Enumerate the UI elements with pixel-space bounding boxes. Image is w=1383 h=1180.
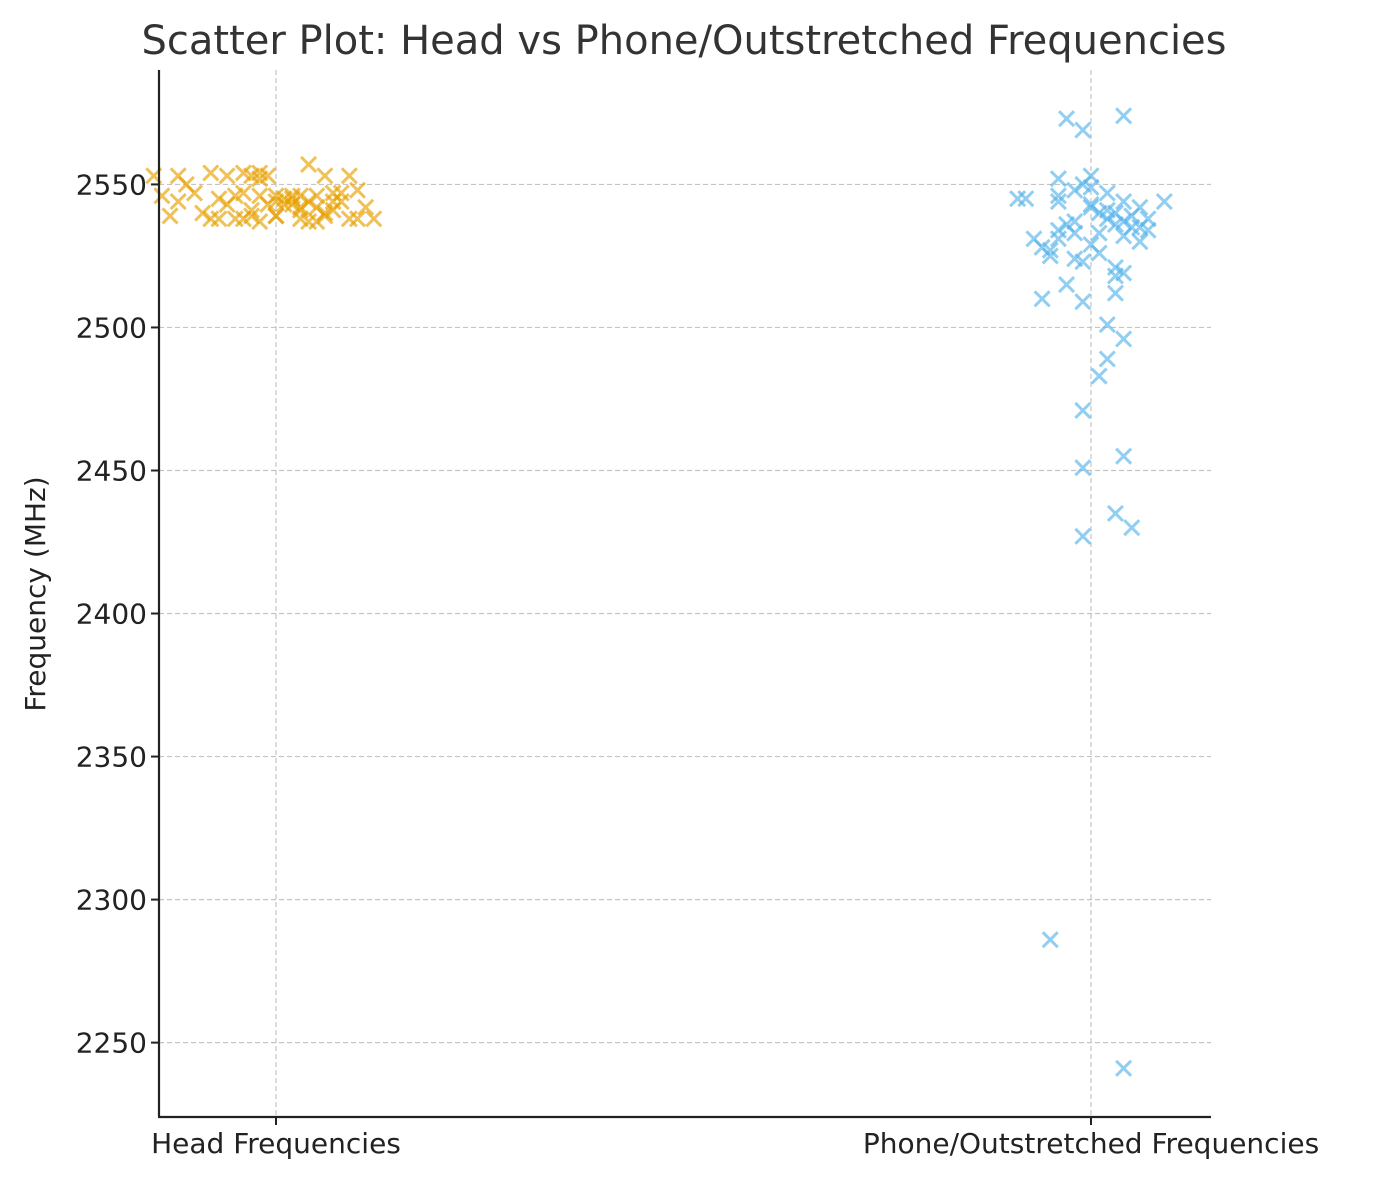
scatter-point <box>340 167 358 185</box>
data-points <box>145 107 1173 1077</box>
scatter-point <box>1082 198 1100 216</box>
scatter-point <box>1049 230 1067 248</box>
scatter-point <box>1131 233 1149 251</box>
scatter-point <box>357 198 375 216</box>
scatter-point <box>1090 367 1108 385</box>
scatter-point <box>300 213 318 231</box>
scatter-point <box>348 210 367 228</box>
scatter-point <box>1115 447 1133 465</box>
scatter-point <box>1106 215 1125 234</box>
scatter-point <box>316 167 334 185</box>
scatter-point <box>324 201 342 219</box>
series-0 <box>145 155 383 231</box>
chart-title: Scatter Plot: Head vs Phone/Outstretched… <box>141 18 1226 64</box>
scatter-point <box>1106 267 1125 285</box>
y-tick-label: 2250 <box>76 1027 147 1060</box>
scatter-point <box>1049 187 1067 205</box>
scatter-point <box>1090 204 1108 222</box>
scatter-point <box>1074 527 1092 545</box>
scatter-point <box>1017 190 1035 208</box>
scatter-point <box>226 210 244 228</box>
scatter-point <box>1098 350 1116 368</box>
scatter-point <box>1098 316 1116 334</box>
scatter-point <box>234 184 252 202</box>
scatter-point <box>1033 290 1051 308</box>
scatter-point <box>332 184 350 202</box>
scatter-point <box>1074 293 1092 311</box>
grid <box>159 70 1211 1117</box>
scatter-point <box>202 210 220 228</box>
scatter-point <box>1106 284 1125 302</box>
scatter-point <box>1155 193 1173 211</box>
scatter-point <box>1057 110 1076 128</box>
scatter-point <box>1009 190 1027 208</box>
series-1 <box>1009 107 1173 1077</box>
scatter-point <box>1074 459 1092 477</box>
scatter-point <box>1041 247 1059 265</box>
scatter-point <box>1115 227 1133 245</box>
scatter-point <box>1115 1059 1133 1077</box>
scatter-point <box>1090 244 1108 262</box>
scatter-point <box>1057 275 1076 294</box>
scatter-point <box>1041 241 1059 259</box>
scatter-point <box>202 164 220 182</box>
scatter-point <box>324 184 342 202</box>
scatter-point <box>1041 931 1059 949</box>
scatter-point <box>291 187 310 205</box>
scatter-point <box>194 204 212 222</box>
y-tick-label: 2350 <box>76 741 147 774</box>
scatter-point <box>177 175 195 193</box>
y-axis-label: Frequency (MHz) <box>19 476 52 711</box>
ticks: 2250 2300 2350 2400 2450 2500 2550 Head Frequen… <box>76 168 1319 1160</box>
scatter-point <box>251 213 269 231</box>
scatter-point <box>1074 121 1092 139</box>
scatter-point <box>1098 184 1116 202</box>
scatter-point <box>218 167 236 185</box>
scatter-point <box>300 155 318 173</box>
y-tick-label: 2450 <box>76 454 147 487</box>
scatter-point <box>267 193 285 211</box>
scatter-point <box>1098 210 1116 228</box>
x-tick-label: Phone/Outstretched Frequencies <box>863 1127 1319 1160</box>
scatter-point <box>1115 330 1133 348</box>
scatter-point <box>153 187 171 205</box>
scatter-point <box>308 187 326 205</box>
scatter-point <box>1115 107 1133 125</box>
scatter-point <box>1074 253 1092 271</box>
scatter-point <box>242 167 261 185</box>
y-tick-label: 2300 <box>76 884 147 917</box>
scatter-point <box>210 210 228 228</box>
y-tick-label: 2400 <box>76 598 147 631</box>
scatter-point <box>1049 170 1067 188</box>
scatter-point <box>169 193 187 211</box>
scatter-point <box>365 210 383 228</box>
scatter-point <box>300 193 318 211</box>
scatter-point <box>1123 519 1141 537</box>
scatter-point <box>1115 193 1133 211</box>
scatter-point <box>267 207 285 225</box>
scatter-point <box>161 207 179 225</box>
scatter-point <box>340 210 358 228</box>
scatter-point <box>1049 193 1067 211</box>
y-tick-label: 2550 <box>76 168 147 201</box>
scatter-point <box>348 181 367 199</box>
y-tick-label: 2500 <box>76 311 147 344</box>
scatter-point <box>1106 504 1125 522</box>
scatter-point <box>1082 178 1100 196</box>
scatter-point <box>1139 221 1157 239</box>
scatter-point <box>1090 224 1108 242</box>
axes <box>157 70 1211 1119</box>
scatter-point <box>234 210 252 228</box>
scatter-point <box>218 195 236 214</box>
x-tick-label: Head Frequencies <box>151 1127 401 1160</box>
scatter-point <box>210 190 228 208</box>
scatter-point <box>1074 401 1092 419</box>
scatter-point <box>1066 181 1084 199</box>
scatter-point <box>1066 224 1084 242</box>
